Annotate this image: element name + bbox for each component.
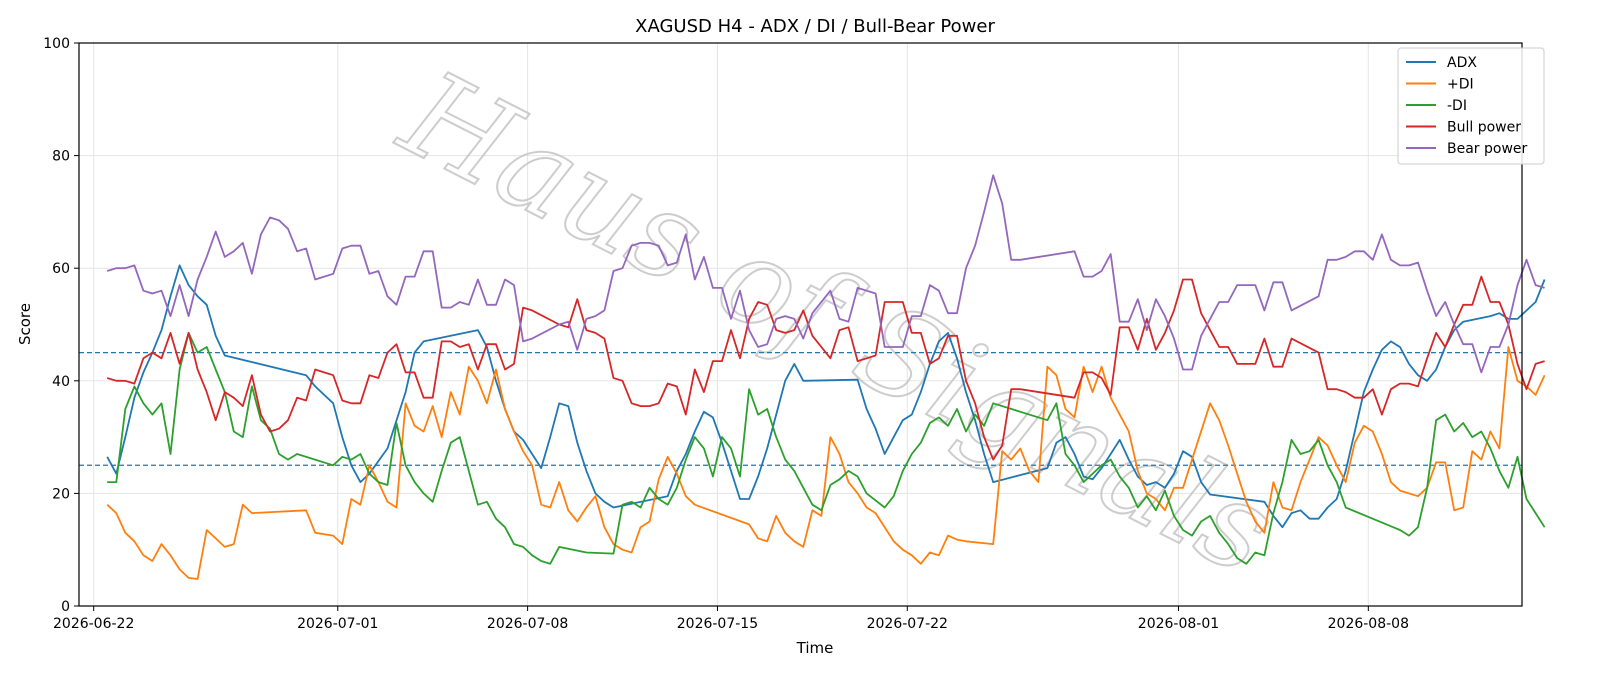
y-tick-label: 20: [52, 486, 70, 502]
axis-ticks: 2026-06-22 2026-07-01 2026-07-08 2026-07-15…: [43, 36, 1409, 632]
legend-label: Bull power: [1447, 120, 1521, 136]
legend-label: ADX: [1447, 55, 1477, 71]
series-line-di: [107, 331, 1546, 565]
legend: ADX +DI -DI Bull power Bear power: [1397, 47, 1545, 165]
legend-label: +DI: [1447, 77, 1474, 93]
x-tick-label: 2026-07-01: [297, 616, 378, 632]
y-tick-label: 40: [52, 374, 70, 390]
y-tick-label: 100: [43, 36, 70, 52]
chart-title: XAGUSD H4 - ADX / DI / Bull-Bear Power: [635, 16, 995, 37]
legend-label: -DI: [1447, 98, 1467, 114]
x-tick-label: 2026-07-15: [677, 616, 758, 632]
legend-label: Bear power: [1447, 141, 1528, 157]
reference-lines: [79, 351, 1522, 466]
x-tick-label: 2026-08-08: [1328, 616, 1409, 632]
legend-box: [1397, 47, 1545, 165]
x-tick-label: 2026-08-01: [1138, 616, 1219, 632]
y-axis-label: Score: [16, 303, 34, 345]
y-tick-label: 80: [52, 149, 70, 165]
series-line-di: [106, 346, 1546, 580]
y-tick-label: 0: [61, 599, 70, 615]
series-line-bear-power: [106, 174, 1545, 374]
plot-frame: [78, 42, 1523, 607]
y-tick-label: 60: [52, 261, 70, 277]
x-tick-label: 2026-06-22: [53, 616, 134, 632]
x-tick-label: 2026-07-08: [487, 616, 568, 632]
x-axis-label: Time: [796, 639, 834, 657]
x-tick-label: 2026-07-22: [867, 616, 948, 632]
series-line-bull-power: [106, 275, 1545, 461]
series-lines: [106, 174, 1546, 580]
